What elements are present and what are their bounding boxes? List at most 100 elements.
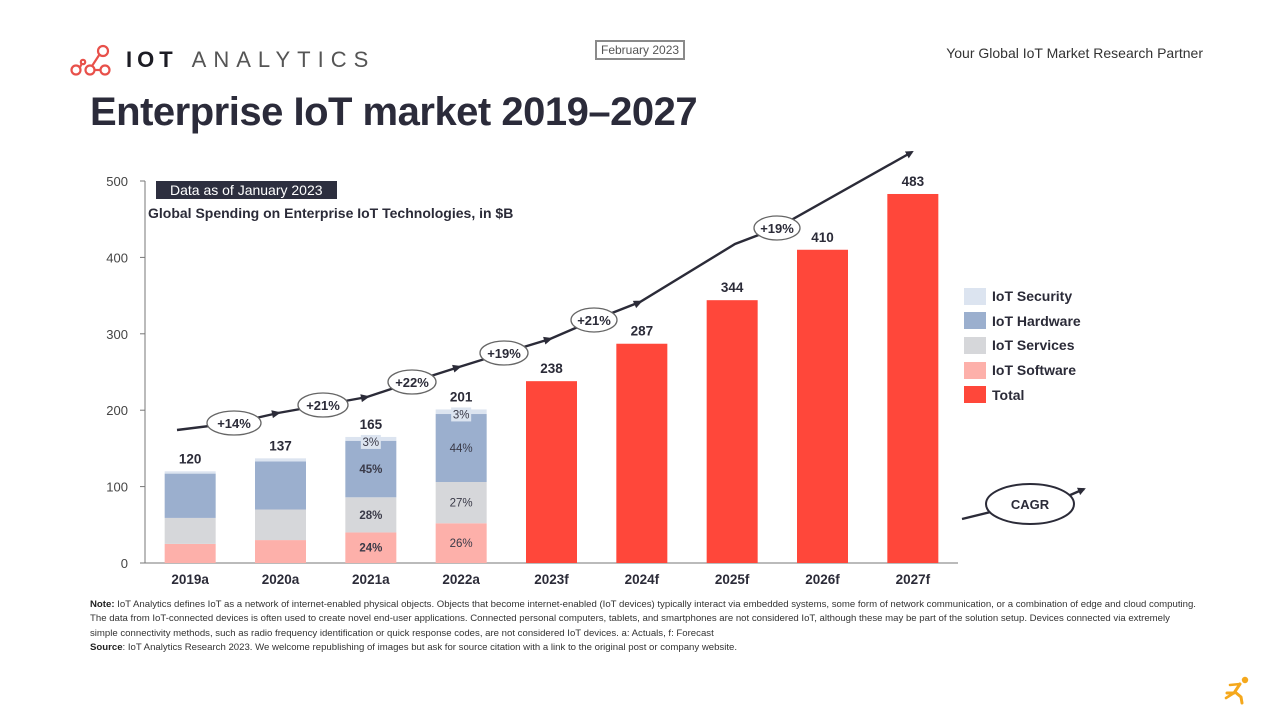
growth-arrow: +14% +21% +22% +19% +21% +19% [176, 150, 914, 436]
footnote: Note: IoT Analytics defines IoT as a net… [90, 598, 1200, 655]
bar-segment-total [797, 249, 848, 563]
growth-bubble [570, 307, 618, 333]
x-tick-label: 2019a [171, 572, 209, 587]
footnote-note: Note: IoT Analytics defines IoT as a net… [90, 598, 1200, 641]
bar-segment-iot-software [164, 543, 216, 563]
x-tick-label: 2025f [715, 572, 750, 587]
bar-total-label: 410 [811, 230, 834, 245]
bar-total-label: 238 [540, 361, 563, 376]
growth-bubble [753, 215, 801, 241]
brand-name-bold: IOT [126, 47, 178, 72]
legend-label: IoT Software [992, 362, 1077, 379]
bar-segment-iot-software [345, 532, 397, 563]
legend-item-software: IoT Software [964, 358, 1081, 383]
segment-percent-label: 45% [359, 464, 382, 476]
growth-rate-label: +19% [760, 221, 794, 236]
bar-segment-total [526, 381, 577, 563]
legend-label: IoT Services [992, 337, 1075, 354]
x-tick-label: 2020a [262, 572, 300, 587]
bar-segment-iot-hardware [435, 414, 487, 483]
legend-swatch [964, 336, 986, 354]
x-tick-label: 2022a [442, 572, 480, 587]
bar-segment-total [616, 343, 668, 563]
bar-total-label: 201 [450, 389, 473, 404]
growth-arrowhead [452, 364, 462, 373]
segment-percent-label: 26% [450, 538, 473, 550]
note-label: Note: [90, 599, 115, 610]
legend-swatch [964, 386, 986, 404]
bar-total-label: 165 [360, 417, 383, 432]
segment-percent-label: 3% [453, 409, 470, 421]
note-text: IoT Analytics defines IoT as a network o… [90, 599, 1196, 639]
runner-icon [1224, 676, 1249, 705]
growth-rate-label: +19% [487, 346, 521, 361]
x-tick-label: 2026f [805, 572, 840, 587]
bar-total-label: 120 [179, 451, 202, 466]
bar-segment-iot-software [255, 540, 306, 563]
legend-swatch [964, 312, 986, 330]
legend-item-total: Total [964, 382, 1081, 407]
legend-item-hardware: IoT Hardware [964, 309, 1081, 334]
y-tick-label: 100 [106, 480, 128, 495]
legend-swatch [964, 361, 986, 379]
legend-label: IoT Security [992, 288, 1073, 305]
cagr-label: CAGR [1011, 497, 1050, 512]
bar-total-label: 137 [269, 438, 292, 453]
growth-arrowhead [360, 394, 370, 403]
growth-bubble [387, 369, 437, 395]
legend-label: IoT Hardware [992, 312, 1081, 329]
data-as-of-badge: Data as of January 2023 [156, 181, 337, 199]
page-title: Enterprise IoT market 2019–2027 [90, 90, 698, 134]
brand-name-light: ANALYTICS [191, 47, 376, 72]
chart-legend: IoT Security IoT Hardware IoT Services I… [964, 284, 1081, 407]
bar-segment-total [706, 300, 758, 563]
date-badge: February 2023 [595, 40, 686, 60]
x-tick-label: 2024f [625, 572, 660, 587]
x-tick-label: 2021a [352, 572, 390, 587]
bar-segment-iot-hardware [164, 473, 216, 518]
bar-total-label: 287 [631, 324, 654, 339]
y-tick-label: 300 [106, 327, 128, 342]
bar-segment-iot-services [345, 497, 397, 533]
bar-segment-iot-services [164, 517, 216, 544]
data-labels: 120 137 165 201 238 287 344 410 483 3% 45% 28% 24% 3%… [179, 174, 925, 555]
y-tick-label: 200 [106, 403, 128, 418]
legend-swatch [964, 287, 986, 305]
y-tick-label: 400 [106, 250, 128, 265]
tagline: Your Global IoT Market Research Partner [946, 45, 1203, 61]
growth-arrowhead [632, 300, 643, 309]
bar-segment-iot-security [255, 458, 306, 462]
bar-segment-iot-services [255, 509, 306, 541]
x-tick-label: 2027f [896, 572, 931, 587]
bars [164, 193, 939, 563]
source-label: Source [90, 641, 123, 653]
segment-percent-label: 44% [450, 443, 473, 455]
legend-item-services: IoT Services [964, 333, 1081, 358]
growth-rate-label: +22% [395, 375, 429, 390]
bar-segment-iot-security [164, 471, 216, 474]
legend-label: Total [992, 386, 1025, 403]
growth-arrowhead [543, 336, 553, 345]
segment-percent-label: 27% [450, 498, 473, 510]
source-text: : IoT Analytics Research 2023. We welcom… [122, 641, 738, 653]
segment-label-bg [360, 434, 381, 449]
bar-total-label: 344 [721, 280, 744, 295]
growth-arrowhead [271, 410, 281, 419]
bar-segment-iot-hardware [255, 461, 306, 510]
growth-rate-label: +14% [217, 416, 251, 431]
bar-total-label: 483 [902, 174, 925, 189]
segment-percent-label: 28% [359, 510, 382, 522]
growth-bubble [206, 410, 262, 436]
growth-trend-line [176, 150, 914, 432]
segment-percent-label: 3% [363, 437, 380, 449]
chart-title: Global Spending on Enterprise IoT Techno… [148, 205, 514, 221]
bar-segment-iot-hardware [345, 440, 397, 498]
growth-rate-label: +21% [577, 313, 611, 328]
footnote-source: Source: IoT Analytics Research 2023. We … [90, 641, 1200, 655]
x-tick-label: 2023f [534, 572, 569, 587]
legend-item-security: IoT Security [964, 284, 1081, 309]
company-logo: IOT ANALYTICS [70, 42, 375, 78]
bar-segment-iot-software [435, 523, 487, 563]
cagr-legend: CAGR [961, 483, 1086, 525]
